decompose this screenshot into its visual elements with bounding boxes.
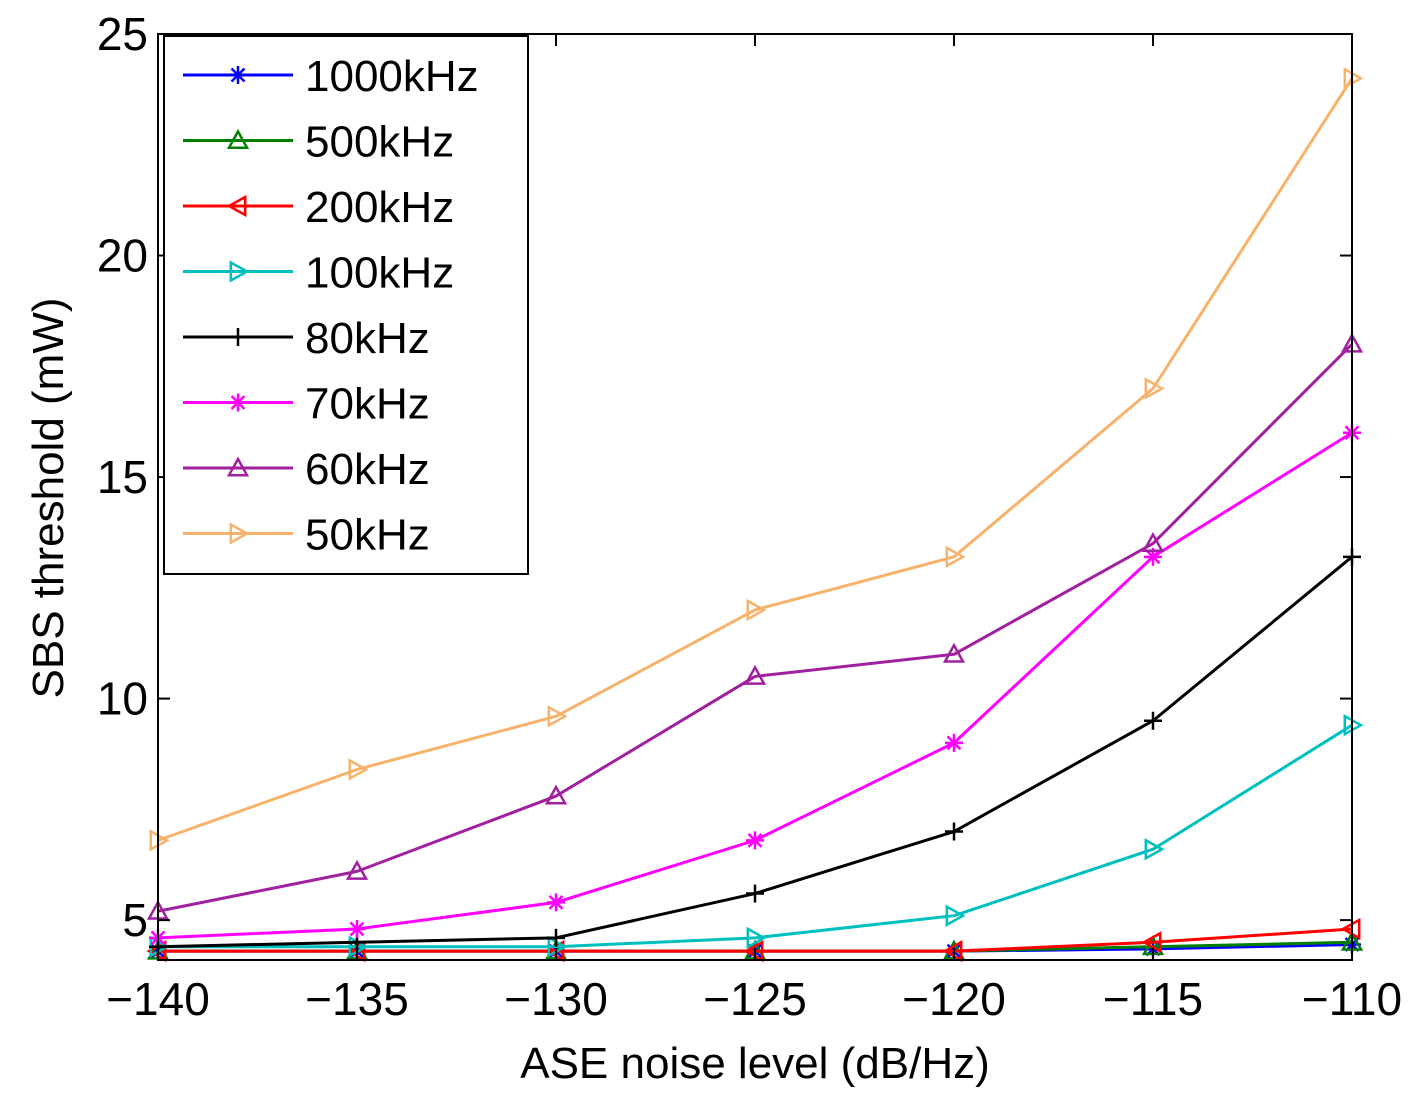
data-point bbox=[547, 705, 568, 728]
data-point bbox=[746, 926, 767, 949]
data-point bbox=[945, 904, 966, 927]
legend: 1000kHz 500kHz 200kHz 100kHz 80kHz 70kHz 60kHz… bbox=[163, 35, 529, 575]
legend-label: 1000kHz bbox=[305, 52, 479, 101]
legend-marker bbox=[229, 328, 247, 346]
y-tick-label: 25 bbox=[97, 8, 148, 60]
legend-label: 500kHz bbox=[305, 118, 454, 167]
data-point bbox=[1144, 711, 1162, 730]
legend-label: 80kHz bbox=[305, 314, 430, 363]
data-point bbox=[945, 822, 963, 841]
legend-label: 200kHz bbox=[305, 183, 454, 232]
x-tick-label: −140 bbox=[106, 973, 210, 1025]
data-point bbox=[945, 733, 963, 752]
legend-marker bbox=[226, 456, 250, 477]
legend-marker bbox=[226, 128, 250, 149]
data-point bbox=[348, 758, 369, 781]
data-point bbox=[547, 893, 565, 912]
data-point bbox=[1144, 838, 1165, 861]
legend-label: 60kHz bbox=[305, 445, 430, 494]
y-tick-label: 15 bbox=[97, 451, 148, 503]
legend-item: 200kHz bbox=[183, 183, 454, 232]
legend-marker bbox=[229, 522, 250, 545]
legend-item: 70kHz bbox=[183, 380, 430, 429]
legend-label: 70kHz bbox=[305, 380, 430, 429]
legend-marker bbox=[229, 393, 247, 412]
x-tick-label: −110 bbox=[1302, 973, 1402, 1025]
x-tick-label: −115 bbox=[1103, 973, 1203, 1025]
data-point bbox=[746, 884, 764, 903]
series-layer bbox=[146, 67, 1364, 963]
x-tick-label: −130 bbox=[504, 973, 608, 1025]
data-point bbox=[942, 642, 966, 663]
axes-layer: −140 −135 −130 −125 −120 −115 −110 5 10 15 20 25 bbox=[97, 8, 1402, 1025]
y-tick-label: 20 bbox=[97, 230, 148, 282]
data-point bbox=[1141, 531, 1165, 552]
data-point bbox=[945, 545, 966, 568]
data-point bbox=[1144, 547, 1162, 566]
series-60kHz bbox=[146, 332, 1364, 920]
x-tick-label: −120 bbox=[902, 973, 1006, 1025]
data-point bbox=[746, 598, 767, 622]
y-tick-label: 10 bbox=[97, 673, 148, 725]
legend-box bbox=[163, 35, 529, 575]
data-point bbox=[743, 664, 767, 685]
series-line bbox=[157, 343, 1354, 913]
x-axis-label: ASE noise level (dB/Hz) bbox=[520, 1039, 990, 1088]
legend-item: 100kHz bbox=[183, 249, 454, 298]
legend-label: 100kHz bbox=[305, 249, 454, 298]
data-point bbox=[547, 928, 565, 947]
x-tick-label: −125 bbox=[703, 973, 807, 1025]
legend-label: 50kHz bbox=[305, 511, 430, 560]
x-tick-label: −135 bbox=[305, 973, 409, 1025]
series-line bbox=[157, 77, 1354, 842]
y-axis-label: SBS threshold (mW) bbox=[24, 298, 73, 699]
y-tick-label: 5 bbox=[122, 894, 148, 946]
data-point bbox=[544, 784, 568, 805]
legend-item: 1000kHz bbox=[183, 52, 479, 101]
legend-marker bbox=[229, 260, 250, 283]
legend-marker bbox=[229, 66, 247, 84]
data-point bbox=[1141, 931, 1162, 954]
legend-marker bbox=[226, 194, 247, 218]
legend-item: 500kHz bbox=[183, 118, 454, 167]
data-point bbox=[746, 831, 764, 850]
legend-item: 50kHz bbox=[183, 511, 430, 560]
data-point bbox=[348, 919, 366, 938]
data-point bbox=[345, 859, 369, 880]
data-point bbox=[1144, 377, 1165, 400]
legend-item: 60kHz bbox=[183, 445, 430, 494]
legend-item: 80kHz bbox=[183, 314, 430, 363]
